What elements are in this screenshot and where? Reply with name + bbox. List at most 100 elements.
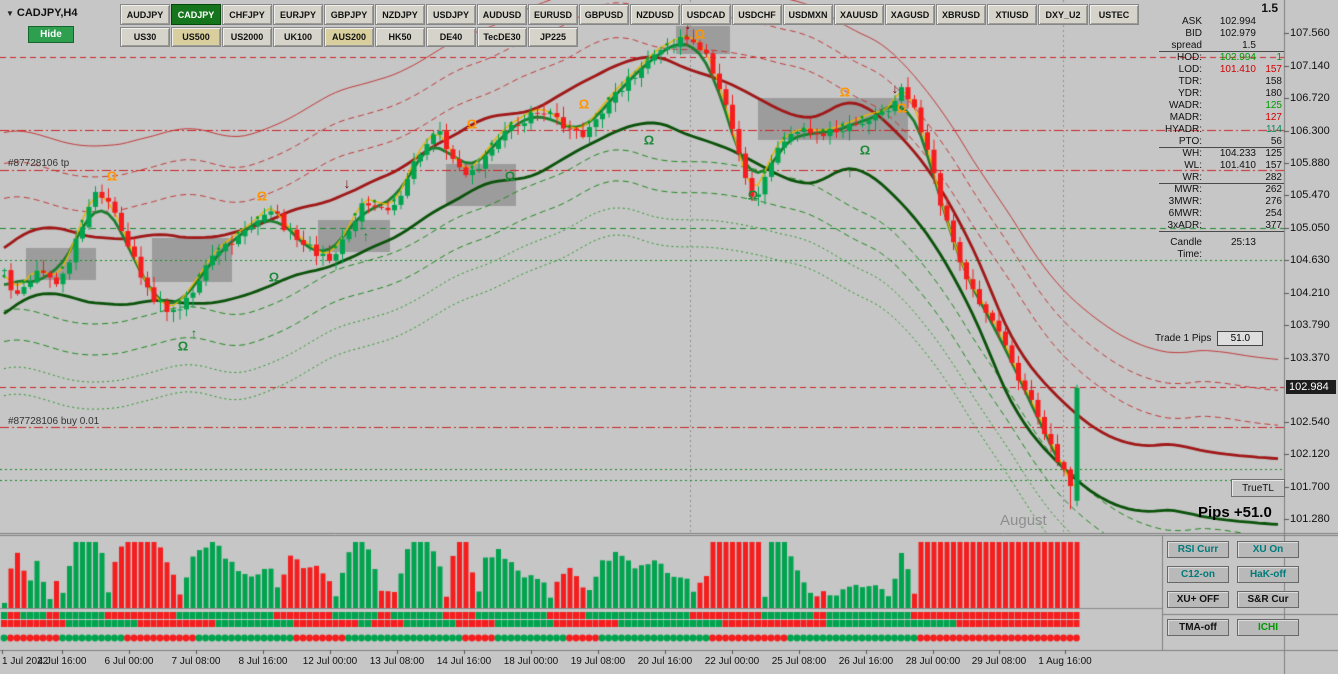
symbol-tab-nzdjpy[interactable]: NZDJPY [375,4,425,25]
info-row-mwr: MWR: 262 [1159,184,1284,196]
symbol-tab-us500[interactable]: US500 [171,27,221,47]
indicator-button-xu-on[interactable]: XU On [1237,541,1299,558]
time-axis-label: 4 Jul 16:00 [37,656,87,667]
info-cell: 276 [1265,196,1282,207]
trade-pips-value-box[interactable]: 51.0 [1217,331,1264,346]
chart-symbol-label[interactable]: ▼ CADJPY,H4 [6,7,77,19]
symbol-tab-chfjpy[interactable]: CHFJPY [222,4,272,25]
symbol-tab-nzdusd[interactable]: NZDUSD [630,4,680,25]
info-cell: 3MWR: [1168,196,1202,207]
symbol-tab-audusd[interactable]: AUDUSD [477,4,527,25]
price-axis-label: 102.540 [1290,415,1330,428]
info-row-ydr: YDR: 180 [1159,88,1284,100]
symbol-tab-audjpy[interactable]: AUDJPY [120,4,170,25]
time-axis-label: 12 Jul 00:00 [302,656,358,667]
info-cell: MWR: [1174,184,1202,195]
symbol-tabs-row2: US30 US500 US2000 UK100 AUS200 HK50 DE40 TecDE3… [120,27,578,47]
info-cell: 104.233 [1219,148,1256,159]
info-cell: PTO: [1178,136,1202,147]
indicator-button-xu-off[interactable]: XU+ OFF [1167,591,1229,608]
info-row-hyadr: HYADR: 114 [1159,124,1284,136]
indicator-button-hak-off[interactable]: HaK-off [1237,566,1299,583]
info-cell: 282 [1265,172,1282,183]
month-watermark: August [1000,512,1047,529]
info-cell: HOD: [1177,52,1202,63]
info-cell: MADR: [1169,112,1202,123]
time-axis-label: 29 Jul 08:00 [971,656,1027,667]
symbol-tab-aus200[interactable]: AUS200 [324,27,374,47]
info-cell [1202,136,1256,147]
info-cell: 101.410 [1219,64,1256,75]
info-cell: WR: [1182,172,1202,183]
indicator-button-tma-off[interactable]: TMA-off [1167,619,1229,636]
indicator-button-c12-on[interactable]: C12-on [1167,566,1229,583]
omega-orange-marker-icon: Ω [578,96,590,112]
info-cell [1256,16,1284,28]
symbol-tab-de40[interactable]: DE40 [426,27,476,47]
symbol-tab-xauusd[interactable]: XAUUSD [834,4,884,25]
symbol-tab-gbpusd[interactable]: GBPUSD [579,4,629,25]
symbol-tab-xbrusd[interactable]: XBRUSD [936,4,986,25]
info-cell: 56 [1270,136,1282,147]
info-cell [1202,88,1256,100]
time-axis-label: 7 Jul 08:00 [171,656,221,667]
info-cell: WL: [1184,160,1202,171]
info-cell: TDR: [1178,76,1202,87]
price-axis-label: 106.720 [1290,92,1330,105]
symbol-tab-eurjpy[interactable]: EURJPY [273,4,323,25]
symbol-tab-gbpjpy[interactable]: GBPJPY [324,4,374,25]
order-tp-label: #87728106 tp [8,158,70,169]
symbol-tab-cadjpy[interactable]: CADJPY [171,4,221,25]
symbol-tab-xtiusd[interactable]: XTIUSD [987,4,1037,25]
symbol-tab-xagusd[interactable]: XAGUSD [885,4,935,25]
indicator-buttons-panel-bottom: TMA-off ICHI [1167,619,1299,636]
order-buy-label: #87728106 buy 0.01 [8,416,100,427]
symbol-tab-ustec[interactable]: USTEC [1089,4,1139,25]
info-row-candletime: Candle Time: 25:13 [1159,237,1284,260]
price-axis-label: 105.050 [1290,221,1330,234]
info-row-wr: WR: 282 [1159,172,1284,184]
info-cell: spread [1171,40,1202,51]
indicator-button-rsi-curr[interactable]: RSI Curr [1167,541,1229,558]
market-stats-table: ASK 102.994 BID 102.979 spread 1.5 HOD: 102.994… [1159,16,1284,260]
info-row-wl: WL: 101.410 157 [1159,160,1284,172]
price-axis-label: 101.700 [1290,480,1330,493]
info-cell [1256,28,1284,40]
info-cell [1256,237,1284,249]
omega-orange-marker-icon: Ω [896,100,908,116]
info-cell [1202,100,1256,112]
symbol-tab-us2000[interactable]: US2000 [222,27,272,47]
symbol-tab-usdmxn[interactable]: USDMXN [783,4,833,25]
indicator-button-s-r-cur[interactable]: S&R Cur [1237,591,1299,608]
symbol-tab-eurusd[interactable]: EURUSD [528,4,578,25]
time-axis-label: 1 Aug 16:00 [1038,656,1092,667]
symbol-tab-usdjpy[interactable]: USDJPY [426,4,476,25]
arrow-up-marker-icon: ↑ [362,228,370,244]
symbol-tab-jp225[interactable]: JP225 [528,27,578,47]
price-axis-label: 103.790 [1290,319,1330,332]
info-cell: 3xADR: [1167,220,1202,231]
symbol-tab-dxy-u2[interactable]: DXY_U2 [1038,4,1088,25]
info-cell: HYADR: [1164,124,1202,135]
info-cell [1202,196,1256,208]
time-axis-label: 18 Jul 00:00 [503,656,559,667]
omega-green-marker-icon: Ω [859,142,871,158]
info-cell: LOD: [1178,64,1202,75]
symbol-tab-hk50[interactable]: HK50 [375,27,425,47]
symbol-tab-usdchf[interactable]: USDCHF [732,4,782,25]
info-cell [1202,172,1256,183]
info-cell: 157 [1265,160,1282,171]
hide-button[interactable]: Hide [28,26,74,43]
symbol-tab-usdcad[interactable]: USDCAD [681,4,731,25]
symbol-tab-tecde30[interactable]: TecDE30 [477,27,527,47]
info-row-madr: MADR: 127 [1159,112,1284,124]
info-cell [1202,220,1256,231]
indicator-buttons-panel: RSI Curr XU On C12-on HaK-off XU+ OFF S&R Cur [1167,541,1299,608]
symbol-tab-uk100[interactable]: UK100 [273,27,323,47]
truetl-button[interactable]: TrueTL [1231,479,1285,497]
price-axis-label: 103.370 [1290,351,1330,364]
indicator-button-ichi[interactable]: ICHI [1237,619,1299,636]
symbol-tab-us30[interactable]: US30 [120,27,170,47]
